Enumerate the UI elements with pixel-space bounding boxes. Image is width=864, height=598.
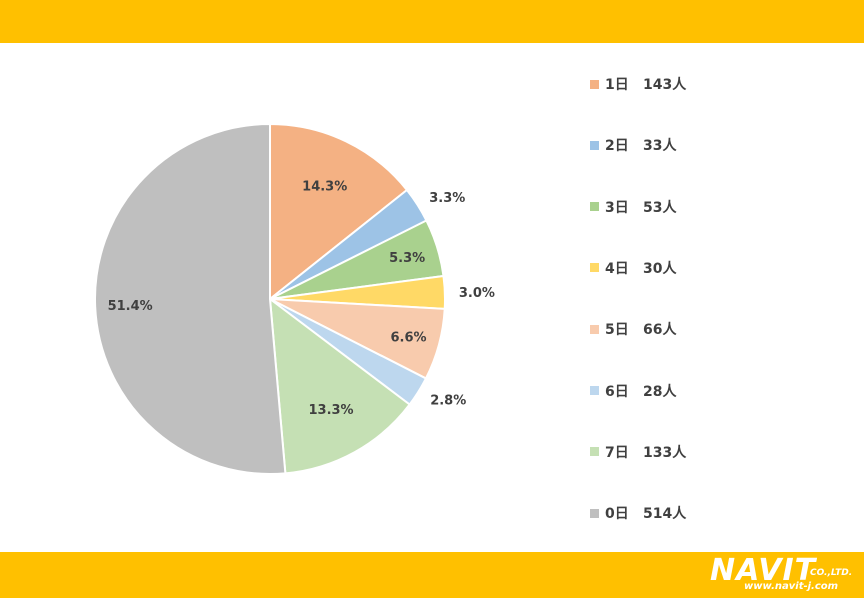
logo-suffix: CO.,LTD. xyxy=(810,568,853,578)
legend-category: 0日 xyxy=(605,506,629,523)
legend-swatch xyxy=(590,202,599,212)
legend-category: 2日 xyxy=(605,138,629,155)
logo-text: NAVIT xyxy=(710,553,817,588)
pie-chart: 14.3% 3.3% 5.3% 3.0% 6.6% 2.8% 13.3% 51.4% xyxy=(94,122,495,475)
pie-slice-8 xyxy=(94,122,287,475)
legend-item-3: 3日 53人 xyxy=(590,196,676,218)
pie-slice-1 xyxy=(269,122,409,302)
top-banner xyxy=(0,0,864,43)
legend-item-8: 0日 514人 xyxy=(590,502,686,524)
legend-category: 3日 xyxy=(605,199,629,216)
legend-swatch xyxy=(590,447,599,457)
legend-item-1: 1日 143人 xyxy=(590,73,686,95)
pie-data-label-2: 3.3% xyxy=(429,191,465,206)
bottom-banner xyxy=(0,552,864,598)
legend-item-6: 6日 28人 xyxy=(590,380,676,402)
legend-item-7: 7日 133人 xyxy=(590,441,686,463)
pie-slice-7 xyxy=(268,296,412,475)
pie-data-label-5: 6.6% xyxy=(391,330,427,345)
legend-item-2: 2日 33人 xyxy=(590,134,676,156)
legend-count: 28人 xyxy=(643,383,677,400)
legend-item-4: 4日 30人 xyxy=(590,257,676,279)
legend-swatch xyxy=(590,79,599,89)
legend-item-5: 5日 66人 xyxy=(590,318,676,340)
legend-category: 6日 xyxy=(605,383,629,400)
logo-url: www.navit-j.com xyxy=(744,581,839,592)
legend-count: 143人 xyxy=(643,77,687,93)
legend-swatch xyxy=(590,386,599,395)
legend-category: 5日 xyxy=(605,322,629,339)
pie-data-label-3: 5.3% xyxy=(389,251,425,266)
pie-data-label-8: 51.4% xyxy=(108,299,153,314)
pie-data-label-1: 14.3% xyxy=(302,180,347,195)
legend-count: 514人 xyxy=(643,506,687,523)
legend-swatch xyxy=(590,324,599,334)
legend-count: 33人 xyxy=(643,138,677,155)
pie-data-label-4: 3.0% xyxy=(459,286,495,301)
pie-data-label-6: 2.8% xyxy=(430,393,466,408)
legend-category: 1日 xyxy=(605,77,629,93)
legend-count: 30人 xyxy=(643,260,677,277)
legend-category: 7日 xyxy=(605,444,629,461)
legend-category: 4日 xyxy=(605,260,629,277)
legend-swatch xyxy=(590,508,599,518)
company-logo: NAVIT CO.,LTD. www.navit-j.com xyxy=(710,556,854,594)
legend-count: 66人 xyxy=(643,322,677,339)
legend-swatch xyxy=(590,140,599,150)
pie-data-label-7: 13.3% xyxy=(308,403,353,418)
legend-count: 53人 xyxy=(643,199,677,216)
legend-swatch xyxy=(590,263,599,273)
legend-count: 133人 xyxy=(643,444,687,461)
